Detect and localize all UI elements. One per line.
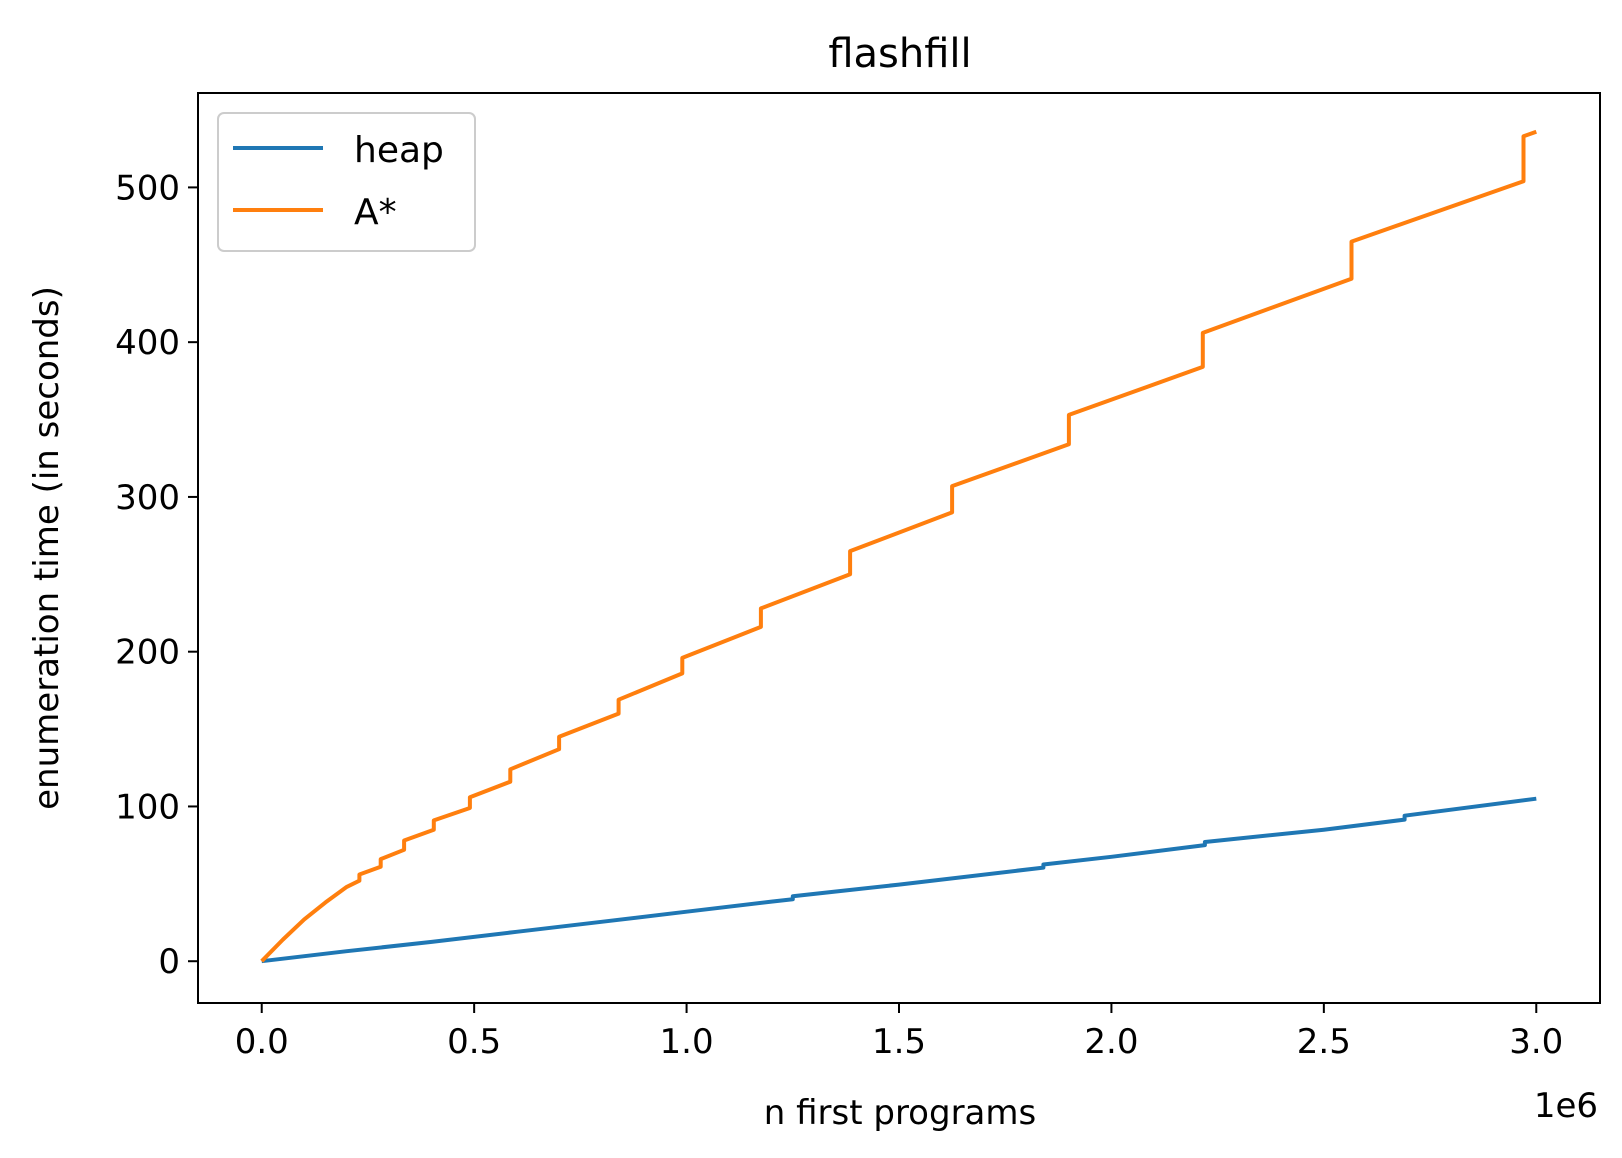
legend-label-astar: A* [354, 192, 397, 233]
series-line-heap [261, 796, 1537, 964]
legend: heap A* [217, 112, 476, 252]
chart-title: flashfill [828, 31, 971, 77]
y-tick-label: 100 [115, 787, 180, 827]
y-tick-label: 200 [115, 633, 180, 673]
x-axis-label: n first programs [764, 1093, 1036, 1133]
x-tick-label: 2.0 [1084, 1022, 1138, 1062]
series-line-aastar [260, 129, 1537, 963]
y-tick-label: 400 [115, 323, 180, 363]
x-tick-label: 2.5 [1297, 1022, 1351, 1062]
x-tick-label: 0.0 [235, 1022, 289, 1062]
x-axis-ticks: 0.0 0.5 1.0 1.5 2.0 2.5 3.0 [235, 1003, 1563, 1062]
y-tick-label: 300 [115, 478, 180, 518]
y-tick-label: 500 [115, 168, 180, 208]
x-tick-label: 1.5 [872, 1022, 926, 1062]
y-axis-ticks: 0 100 200 300 400 500 [115, 168, 198, 982]
y-axis-label: enumeration time (in seconds) [27, 286, 67, 810]
x-axis-offset-label: 1e6 [1534, 1086, 1598, 1126]
series-layer [260, 129, 1537, 964]
x-tick-label: 1.0 [660, 1022, 714, 1062]
x-tick-label: 0.5 [447, 1022, 501, 1062]
y-tick-label: 0 [158, 942, 180, 982]
x-tick-label: 3.0 [1509, 1022, 1563, 1062]
legend-label-heap: heap [354, 130, 444, 171]
